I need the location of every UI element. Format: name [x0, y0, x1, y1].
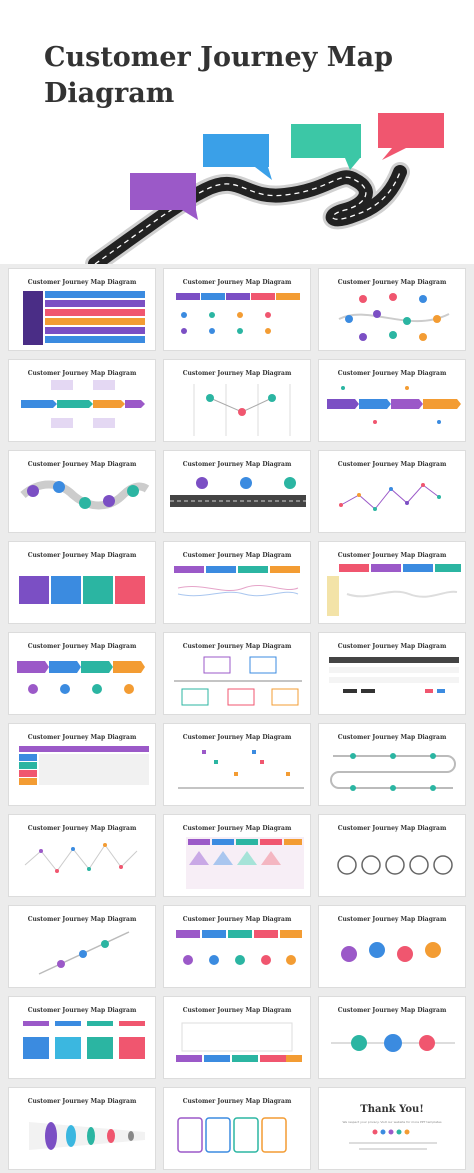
- slide-title: Customer Journey Map Diagram: [337, 734, 447, 741]
- slide-title: Customer Journey Map Diagram: [182, 916, 292, 923]
- slide-thumb-25[interactable]: Customer Journey Map Diagram: [8, 996, 156, 1079]
- slide-thumb-22[interactable]: Customer Journey Map Diagram: [8, 905, 156, 988]
- slide-title: Customer Journey Map Diagram: [27, 643, 137, 650]
- hero-banner: Customer Journey Map Diagram: [0, 0, 474, 264]
- slide-title: Customer Journey Map Diagram: [337, 370, 447, 377]
- slide-thumb-20[interactable]: Customer Journey Map Diagram: [163, 814, 311, 897]
- slide-title: Customer Journey Map Diagram: [27, 916, 137, 923]
- slide-title: Customer Journey Map Diagram: [182, 734, 292, 741]
- slide-thumb-3[interactable]: Customer Journey Map Diagram: [318, 268, 466, 351]
- slide-title: Customer Journey Map Diagram: [27, 552, 137, 559]
- slide-title: Customer Journey Map Diagram: [27, 825, 137, 832]
- slide-thumb-24[interactable]: Customer Journey Map Diagram: [318, 905, 466, 988]
- slide-title: Customer Journey Map Diagram: [182, 643, 292, 650]
- slide-thumb-26[interactable]: Customer Journey Map Diagram: [163, 996, 311, 1079]
- thank-you-subtitle: We respect your privacy. Visit our websi…: [342, 1120, 442, 1124]
- road-illustration: [85, 113, 444, 264]
- slide-title: Customer Journey Map Diagram: [337, 552, 447, 559]
- slide-thumb-21[interactable]: Customer Journey Map Diagram: [318, 814, 466, 897]
- slide-thumb-13[interactable]: Customer Journey Map Diagram: [8, 632, 156, 715]
- slide-thumb-16[interactable]: Customer Journey Map Diagram: [8, 723, 156, 806]
- slide-thumb-19[interactable]: Customer Journey Map Diagram: [8, 814, 156, 897]
- slide-thumb-17[interactable]: Customer Journey Map Diagram: [163, 723, 311, 806]
- speech-bubble-purple-icon: [130, 173, 198, 220]
- slide-title: Customer Journey Map Diagram: [27, 734, 137, 741]
- slide-title: Customer Journey Map Diagram: [182, 370, 292, 377]
- slide-thumb-30-thank-you[interactable]: Thank You! We respect your privacy. Visi…: [318, 1087, 466, 1170]
- thank-you-title: Thank You!: [360, 1104, 424, 1115]
- slide-title: Customer Journey Map Diagram: [337, 461, 447, 468]
- slide-title: Customer Journey Map Diagram: [182, 825, 292, 832]
- slide-thumb-28[interactable]: Customer Journey Map Diagram: [8, 1087, 156, 1170]
- slide-thumb-14[interactable]: Customer Journey Map Diagram: [163, 632, 311, 715]
- slide-thumb-2[interactable]: Customer Journey Map Diagram: [163, 268, 311, 351]
- slide-thumb-7[interactable]: Customer Journey Map Diagram: [8, 450, 156, 533]
- slide-title: Customer Journey Map Diagram: [337, 916, 447, 923]
- slide-thumb-9[interactable]: Customer Journey Map Diagram: [318, 450, 466, 533]
- speech-bubble-pink-icon: [378, 113, 444, 160]
- slide-thumb-11[interactable]: Customer Journey Map Diagram: [163, 541, 311, 624]
- slide-title: Customer Journey Map Diagram: [27, 1007, 137, 1014]
- slide-thumb-12[interactable]: Customer Journey Map Diagram: [318, 541, 466, 624]
- slide-thumb-5[interactable]: Customer Journey Map Diagram: [163, 359, 311, 442]
- slide-title: Customer Journey Map Diagram: [337, 643, 447, 650]
- slide-thumb-15[interactable]: Customer Journey Map Diagram: [318, 632, 466, 715]
- slide-title: Customer Journey Map Diagram: [27, 1098, 137, 1105]
- slide-title: Customer Journey Map Diagram: [182, 279, 292, 286]
- slide-thumb-10[interactable]: Customer Journey Map Diagram: [8, 541, 156, 624]
- slide-title: Customer Journey Map Diagram: [27, 461, 137, 468]
- slide-thumb-6[interactable]: Customer Journey Map Diagram: [318, 359, 466, 442]
- speech-bubble-blue-icon: [203, 134, 272, 180]
- slide-title: Customer Journey Map Diagram: [182, 552, 292, 559]
- slide-title: Customer Journey Map Diagram: [182, 461, 292, 468]
- slide-thumb-27[interactable]: Customer Journey Map Diagram: [318, 996, 466, 1079]
- speech-bubble-teal-icon: [291, 124, 361, 170]
- slide-thumb-4[interactable]: Customer Journey Map Diagram: [8, 359, 156, 442]
- slide-title: Customer Journey Map Diagram: [337, 279, 447, 286]
- slide-thumb-1[interactable]: Customer Journey Map Diagram: [8, 268, 156, 351]
- slide-title: Customer Journey Map Diagram: [337, 1007, 447, 1014]
- page-title: Customer Journey Map Diagram: [44, 42, 393, 109]
- slide-title: Customer Journey Map Diagram: [27, 279, 137, 286]
- slide-thumb-8[interactable]: Customer Journey Map Diagram: [163, 450, 311, 533]
- slide-title: Customer Journey Map Diagram: [337, 825, 447, 832]
- slide-title: Customer Journey Map Diagram: [182, 1098, 292, 1105]
- slide-thumb-29[interactable]: Customer Journey Map Diagram: [163, 1087, 311, 1170]
- slide-title: Customer Journey Map Diagram: [27, 370, 137, 377]
- slide-title: Customer Journey Map Diagram: [182, 1007, 292, 1014]
- slide-thumb-18[interactable]: Customer Journey Map Diagram: [318, 723, 466, 806]
- slide-thumbnail-grid: Customer Journey Map Diagram Customer Jo…: [8, 268, 466, 1170]
- slide-thumb-23[interactable]: Customer Journey Map Diagram: [163, 905, 311, 988]
